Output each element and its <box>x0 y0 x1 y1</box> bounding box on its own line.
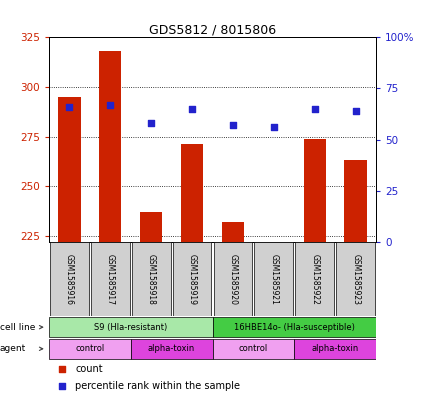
Point <box>352 108 359 114</box>
FancyBboxPatch shape <box>212 339 294 359</box>
Bar <box>181 145 203 242</box>
FancyBboxPatch shape <box>91 242 130 316</box>
Text: count: count <box>75 364 103 374</box>
Bar <box>303 138 326 242</box>
FancyBboxPatch shape <box>294 339 376 359</box>
FancyBboxPatch shape <box>49 339 131 359</box>
Text: alpha-toxin: alpha-toxin <box>312 344 359 353</box>
FancyBboxPatch shape <box>295 242 334 316</box>
FancyBboxPatch shape <box>336 242 375 316</box>
FancyBboxPatch shape <box>49 317 212 337</box>
Point <box>312 106 318 112</box>
Title: GDS5812 / 8015806: GDS5812 / 8015806 <box>149 23 276 36</box>
Text: 16HBE14o- (Hla-susceptible): 16HBE14o- (Hla-susceptible) <box>234 323 355 332</box>
Text: alpha-toxin: alpha-toxin <box>148 344 195 353</box>
Point <box>148 120 155 126</box>
Text: percentile rank within the sample: percentile rank within the sample <box>75 381 240 391</box>
FancyBboxPatch shape <box>213 242 252 316</box>
Point <box>189 106 196 112</box>
Text: agent: agent <box>0 344 26 353</box>
Bar <box>222 222 244 242</box>
Point <box>107 102 113 108</box>
Bar <box>58 97 81 242</box>
Text: GSM1585917: GSM1585917 <box>106 253 115 305</box>
Text: GSM1585919: GSM1585919 <box>187 253 196 305</box>
FancyBboxPatch shape <box>131 339 212 359</box>
Point <box>270 124 277 130</box>
Bar <box>99 51 122 242</box>
FancyBboxPatch shape <box>50 242 89 316</box>
Text: GSM1585916: GSM1585916 <box>65 253 74 305</box>
Bar <box>344 160 367 242</box>
Text: control: control <box>239 344 268 353</box>
Text: control: control <box>75 344 105 353</box>
Point <box>59 382 65 389</box>
Point <box>66 104 73 110</box>
Point <box>59 366 65 372</box>
Text: cell line: cell line <box>0 323 35 332</box>
Text: GSM1585921: GSM1585921 <box>269 253 278 305</box>
FancyBboxPatch shape <box>132 242 170 316</box>
Text: GSM1585920: GSM1585920 <box>229 253 238 305</box>
FancyBboxPatch shape <box>255 242 293 316</box>
Text: S9 (Hla-resistant): S9 (Hla-resistant) <box>94 323 167 332</box>
Bar <box>140 212 162 242</box>
Text: GSM1585922: GSM1585922 <box>310 253 319 305</box>
Text: GSM1585923: GSM1585923 <box>351 253 360 305</box>
Point <box>230 122 236 129</box>
FancyBboxPatch shape <box>212 317 376 337</box>
Text: GSM1585918: GSM1585918 <box>147 253 156 305</box>
FancyBboxPatch shape <box>173 242 212 316</box>
